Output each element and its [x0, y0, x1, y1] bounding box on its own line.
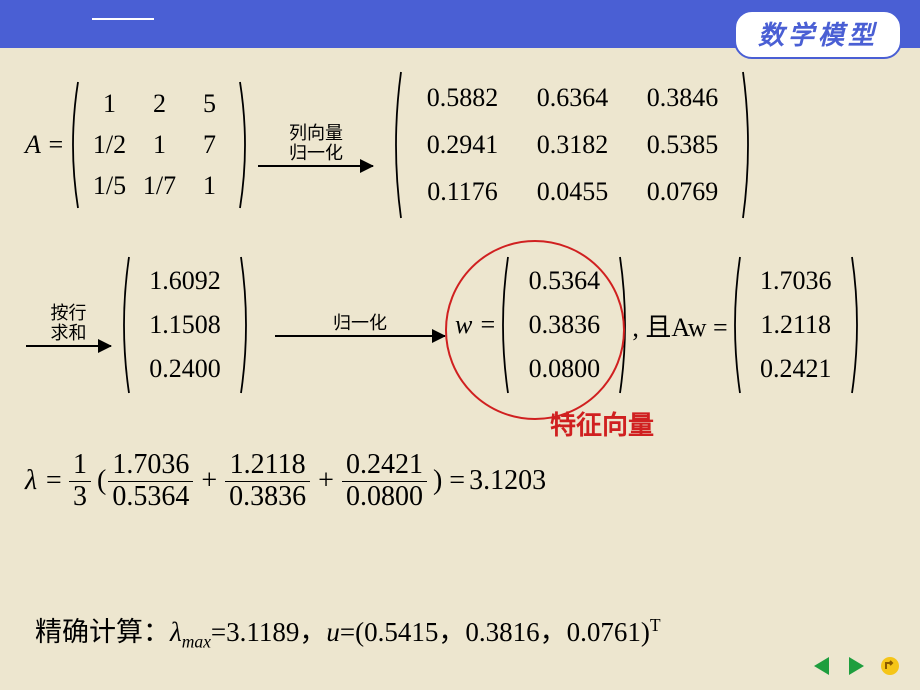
triangle-right-icon	[845, 655, 867, 677]
cell: 0.0769	[627, 173, 737, 211]
term-3: 0.2421 0.0800	[342, 450, 427, 513]
cell: 1	[184, 167, 234, 205]
num: 0.2421	[342, 450, 427, 481]
cell: 0.3836	[514, 306, 614, 344]
lambda-sub: max	[182, 631, 211, 651]
cell: 0.5882	[407, 79, 517, 117]
matrix-row-sum: 1.6092 1.1508 0.2400	[117, 255, 253, 395]
slide-content: A = 125 1/217 1/51/71 列向量 归一化 0.58820.63…	[0, 55, 920, 690]
cell: 1	[84, 85, 134, 123]
row-3-lambda: λ = 1 3 ( 1.7036 0.5364 + 1.2118 0.3836 …	[25, 450, 546, 513]
coef-frac: 1 3	[69, 450, 91, 513]
cell: 1/7	[134, 167, 184, 205]
cell: 0.2941	[407, 126, 517, 164]
u-sym: u	[326, 617, 340, 647]
exact-prefix: 精确计算：	[35, 617, 170, 647]
cell: 0.0800	[514, 350, 614, 388]
matrix-Aw: 1.7036 1.2118 0.2421	[728, 255, 864, 395]
cell: 1/2	[84, 126, 134, 164]
u-sup: T	[650, 615, 661, 635]
row-2: 按行 求和 1.6092 1.1508 0.2400 归一化 w = 0.536…	[20, 255, 864, 395]
term-1: 1.7036 0.5364	[108, 450, 193, 513]
cell: 1.6092	[135, 262, 235, 300]
open-paren: (	[97, 465, 106, 497]
A-label: A =	[25, 130, 64, 160]
arrow-line	[26, 345, 111, 347]
cell: 1.7036	[746, 262, 846, 300]
lambda-val: =3.1189，	[211, 617, 326, 647]
matrix-A: 125 1/217 1/51/71	[66, 80, 252, 210]
u-val: =(0.5415，0.3816，0.0761)	[340, 617, 650, 647]
title-badge: 数学模型	[734, 10, 902, 59]
Aw-label: , 且Aw =	[632, 307, 727, 344]
cell: 1	[134, 126, 184, 164]
lambda-result: 3.1203	[469, 465, 546, 497]
lambda-lhs: λ =	[25, 465, 63, 497]
header-underline	[92, 18, 154, 20]
cell: 0.1176	[407, 173, 517, 211]
cell: 1/5	[84, 167, 134, 205]
cell: 0.2400	[135, 350, 235, 388]
cell: 0.5364	[514, 262, 614, 300]
cell: 0.3182	[517, 126, 627, 164]
eigenvector-label: 特征向量	[550, 405, 654, 442]
plus-2: +	[318, 465, 334, 497]
arrow-normalize: 归一化	[275, 313, 445, 337]
arrow-line	[258, 165, 373, 167]
cell: 1.2118	[746, 306, 846, 344]
row-4-exact: 精确计算：λmax=3.1189，u=(0.5415，0.3816，0.0761…	[35, 610, 661, 652]
den: 0.0800	[342, 482, 427, 513]
arrow-label: 归一化	[333, 313, 387, 333]
num: 1	[69, 450, 91, 481]
cell: 0.5385	[627, 126, 737, 164]
num: 1.2118	[226, 450, 310, 481]
cell: 7	[184, 126, 234, 164]
close-eq: ) =	[433, 465, 465, 497]
matrix-A-normalized: 0.58820.63640.3846 0.29410.31820.5385 0.…	[389, 70, 755, 220]
cell: 5	[184, 85, 234, 123]
arrow-row-sum: 按行 求和	[26, 303, 111, 347]
w-label: w =	[455, 310, 496, 340]
den: 3	[69, 482, 91, 513]
cell: 2	[134, 85, 184, 123]
arrow-label: 按行 求和	[51, 303, 87, 343]
lambda-sym: λ	[170, 617, 182, 647]
cell: 0.3846	[627, 79, 737, 117]
nav-buttons	[810, 654, 902, 678]
row-1: A = 125 1/217 1/51/71 列向量 归一化 0.58820.63…	[25, 70, 755, 220]
triangle-left-icon	[811, 655, 833, 677]
cell: 0.0455	[517, 173, 627, 211]
matrix-w: 0.5364 0.3836 0.0800	[496, 255, 632, 395]
cell: 1.1508	[135, 306, 235, 344]
cell: 0.2421	[746, 350, 846, 388]
nav-return-button[interactable]	[878, 654, 902, 678]
return-icon	[879, 655, 901, 677]
arrow-normalize-col: 列向量 归一化	[258, 123, 373, 167]
num: 1.7036	[108, 450, 193, 481]
nav-prev-button[interactable]	[810, 654, 834, 678]
den: 0.5364	[108, 482, 193, 513]
cell: 0.6364	[517, 79, 627, 117]
nav-next-button[interactable]	[844, 654, 868, 678]
plus-1: +	[201, 465, 217, 497]
arrow-line	[275, 335, 445, 337]
arrow-label: 列向量 归一化	[289, 123, 343, 163]
term-2: 1.2118 0.3836	[225, 450, 310, 513]
den: 0.3836	[225, 482, 310, 513]
